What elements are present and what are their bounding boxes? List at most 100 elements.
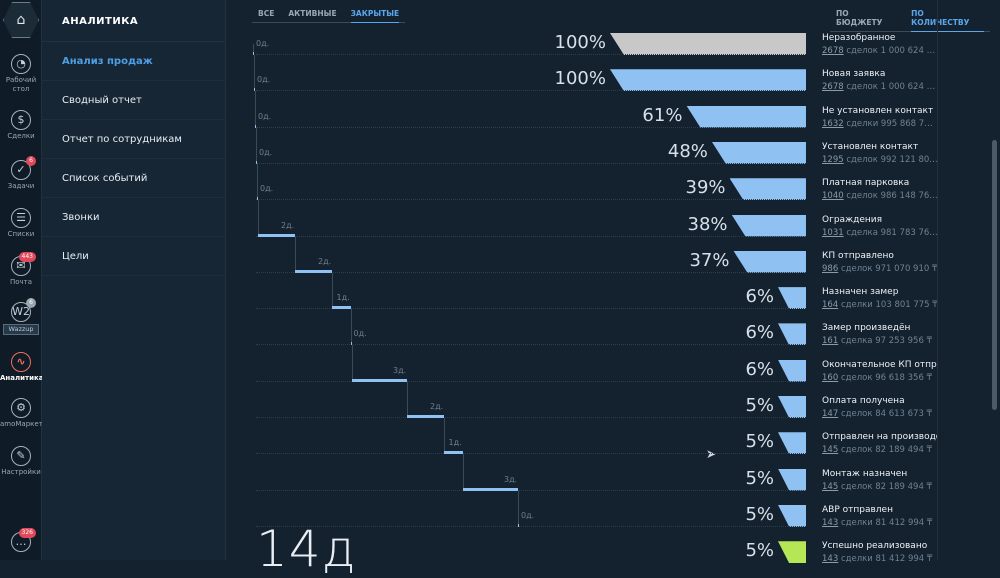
funnel-bar[interactable] bbox=[778, 359, 806, 382]
stage-duration-label: 0д. bbox=[260, 184, 274, 194]
stage-duration-label: 0д. bbox=[256, 39, 270, 48]
deal-word: сделок bbox=[840, 445, 873, 456]
account-logo[interactable]: ⌂ bbox=[3, 2, 39, 38]
stage-budget: 81 412 994 ₸ bbox=[875, 554, 933, 565]
deal-word: сделок bbox=[846, 154, 878, 165]
stage-percent: 6% bbox=[745, 286, 774, 308]
stage-duration-bar[interactable] bbox=[407, 415, 444, 418]
rail-item-label: Настройки bbox=[1, 468, 41, 476]
row-separator bbox=[256, 417, 806, 418]
submenu-item[interactable]: Список событий bbox=[42, 159, 225, 198]
stage-duration-bar[interactable] bbox=[462, 487, 518, 491]
deal-word: сделки bbox=[840, 517, 873, 528]
rail-item-check[interactable]: ✓ 6 Задачи bbox=[0, 156, 42, 191]
stage-name: Замер произведён bbox=[822, 323, 911, 334]
stage-duration-bar[interactable] bbox=[332, 306, 351, 310]
deal-count-link[interactable]: 143 bbox=[822, 517, 839, 528]
funnel-bar[interactable] bbox=[778, 396, 806, 418]
funnel-bar[interactable] bbox=[733, 250, 806, 273]
tab-metric-0[interactable]: ПО БЮДЖЕТУ bbox=[836, 9, 883, 27]
deal-count-link[interactable]: 2678 bbox=[822, 46, 844, 56]
submenu-item[interactable]: Анализ продаж bbox=[42, 42, 225, 81]
stage-duration-label: 2д. bbox=[430, 402, 444, 411]
scrollbar[interactable] bbox=[992, 140, 997, 410]
tab-1[interactable]: АКТИВНЫЕ bbox=[288, 9, 337, 18]
row-separator bbox=[256, 90, 806, 92]
rail-item-analytics[interactable]: ∿ Аналитика bbox=[0, 352, 43, 383]
submenu-item[interactable]: Цели bbox=[42, 237, 225, 276]
deal-count-link[interactable]: 2678 bbox=[822, 82, 844, 93]
deal-count-link[interactable]: 143 bbox=[822, 554, 839, 565]
deal-word: сделок bbox=[840, 372, 873, 383]
funnel-bar[interactable] bbox=[778, 468, 806, 491]
tab-0[interactable]: ВСЕ bbox=[258, 9, 275, 18]
deal-word: сделок bbox=[846, 82, 878, 93]
stage-duration-bar[interactable] bbox=[295, 269, 332, 273]
stage-duration-bar[interactable] bbox=[253, 52, 254, 55]
deal-count-link[interactable]: 164 bbox=[822, 300, 839, 311]
deal-count-link[interactable]: 145 bbox=[822, 481, 839, 492]
funnel-bar[interactable] bbox=[778, 287, 806, 310]
stage-duration-bar[interactable] bbox=[255, 124, 256, 128]
stage-percent: 39% bbox=[685, 177, 726, 199]
funnel-bar[interactable] bbox=[778, 504, 806, 527]
submenu-item[interactable]: Сводный отчет bbox=[42, 81, 225, 120]
rail-item-list[interactable]: ☰ Списки bbox=[0, 208, 42, 239]
deal-word: сделка bbox=[840, 336, 873, 347]
timeline-connector bbox=[407, 381, 408, 418]
rail-item-label: Почта bbox=[9, 278, 33, 286]
deal-count-link[interactable]: 145 bbox=[822, 445, 839, 456]
funnel-bar[interactable] bbox=[610, 33, 806, 55]
stage-percent: 61% bbox=[642, 104, 683, 126]
stage-name: Окончательное КП отправлено bbox=[822, 359, 938, 370]
stage-duration-bar[interactable] bbox=[254, 88, 255, 92]
stage-stats: 145 сделок 82 189 494 ₸ bbox=[822, 445, 938, 455]
deal-word: сделки bbox=[840, 300, 873, 311]
funnel-bar[interactable] bbox=[686, 105, 806, 128]
row-separator bbox=[256, 344, 806, 346]
rail-item-market[interactable]: ⚙ amoМаркет bbox=[0, 398, 43, 429]
funnel-bar[interactable] bbox=[729, 178, 806, 201]
funnel-bar[interactable] bbox=[711, 141, 806, 164]
funnel-bar[interactable] bbox=[778, 432, 806, 455]
deal-count-link[interactable]: 1031 bbox=[822, 227, 844, 238]
row-separator bbox=[256, 199, 806, 201]
row-separator bbox=[256, 126, 806, 128]
submenu-item[interactable]: Звонки bbox=[42, 198, 225, 237]
deal-count-link[interactable]: 1632 bbox=[822, 118, 844, 129]
stage-budget: 981 783 760 ₸ bbox=[880, 227, 938, 238]
stage-stats: 1031 сделка 981 783 760 ₸ bbox=[822, 228, 938, 238]
rail-item-mail[interactable]: ✉ 443 Почта bbox=[0, 252, 42, 287]
stage-stats: 143 сделки 81 412 994 ₸ bbox=[822, 518, 938, 528]
tab-2[interactable]: ЗАКРЫТЫЕ bbox=[350, 9, 400, 23]
rail-item-wrench[interactable]: ✎ Настройки bbox=[0, 446, 42, 477]
stage-budget: 992 121 804 ₸ bbox=[880, 154, 938, 165]
funnel-bar[interactable] bbox=[778, 323, 806, 346]
funnel-bar[interactable] bbox=[731, 214, 806, 237]
stage-duration-bar[interactable] bbox=[257, 197, 258, 201]
deal-count-link[interactable]: 161 bbox=[822, 336, 839, 347]
rail-item-label: amoМаркет bbox=[0, 420, 43, 428]
stage-percent: 6% bbox=[745, 358, 774, 380]
deal-count-link[interactable]: 160 bbox=[822, 372, 839, 383]
timeline-connector bbox=[257, 163, 258, 201]
rail-item-wazzup[interactable]: W2 6 Wazzup bbox=[0, 298, 42, 335]
rail-item-dashboard[interactable]: ◔ Рабочий стол bbox=[0, 54, 42, 94]
stage-duration-bar[interactable] bbox=[350, 342, 352, 346]
deal-count-link[interactable]: 986 bbox=[822, 263, 839, 274]
deal-count-link[interactable]: 1295 bbox=[822, 154, 844, 165]
stage-duration-bar[interactable] bbox=[256, 160, 257, 164]
tab-metric-1[interactable]: ПО КОЛИЧЕСТВУ bbox=[911, 9, 984, 32]
stage-duration-bar[interactable] bbox=[351, 378, 407, 382]
deal-count-link[interactable]: 147 bbox=[822, 409, 839, 419]
stage-duration-bar[interactable] bbox=[518, 523, 519, 527]
stage-duration-bar[interactable] bbox=[444, 451, 463, 455]
check-icon: ✓ bbox=[11, 160, 31, 180]
submenu-item[interactable]: Отчет по сотрудникам bbox=[42, 120, 225, 159]
rail-item-dollar[interactable]: $ Сделки bbox=[0, 110, 42, 141]
chat-button[interactable]: … 326 bbox=[0, 528, 42, 554]
deal-word: сделок bbox=[846, 46, 878, 56]
stage-duration-bar[interactable] bbox=[258, 233, 295, 237]
funnel-bar[interactable] bbox=[610, 69, 806, 92]
deal-count-link[interactable]: 1040 bbox=[822, 191, 844, 202]
